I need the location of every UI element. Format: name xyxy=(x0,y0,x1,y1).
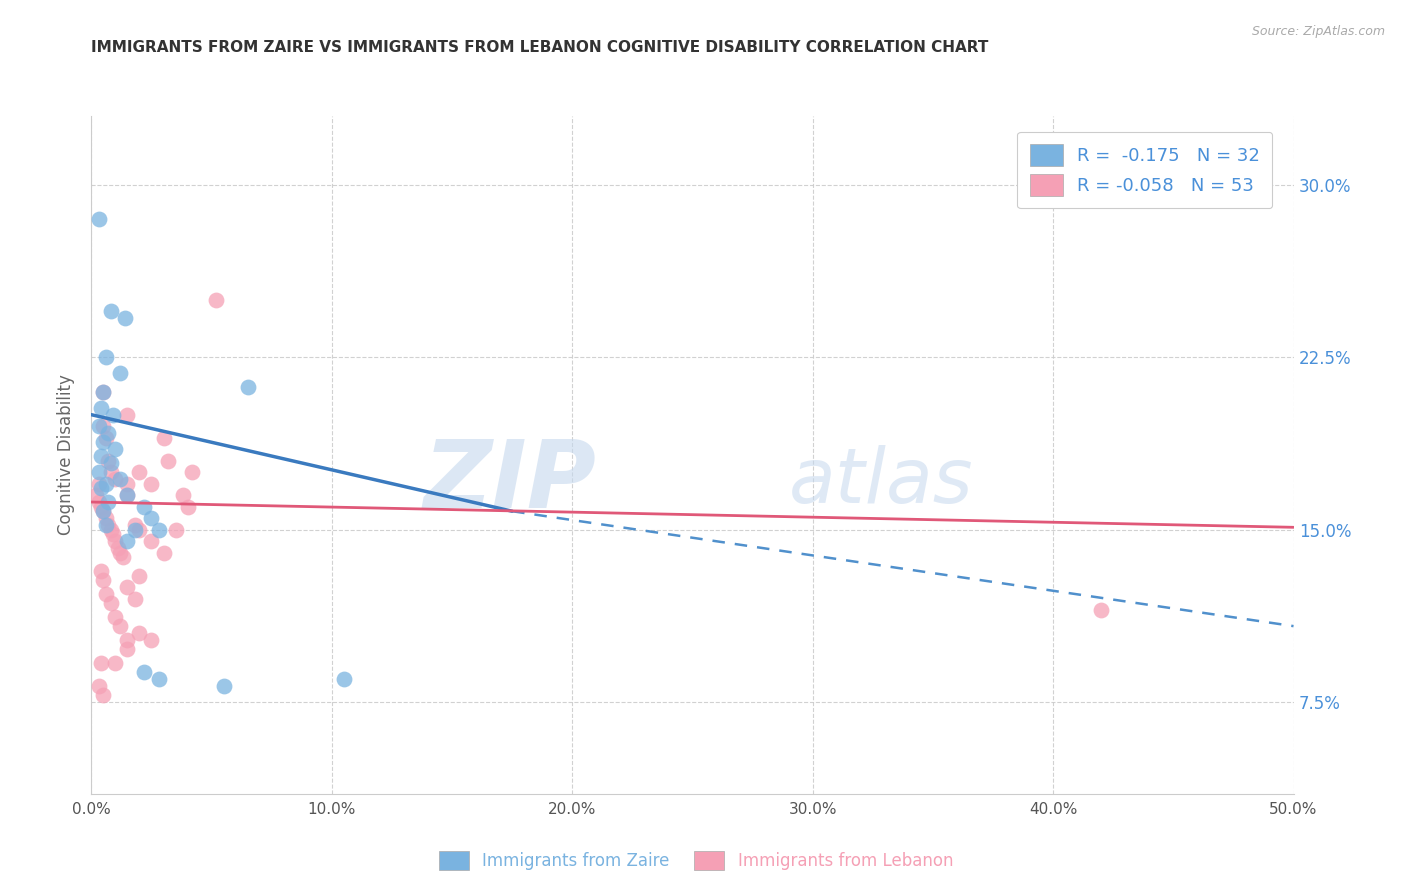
Point xyxy=(152,545,174,559)
Point xyxy=(87,465,110,479)
Y-axis label: Cognitive Disability: Cognitive Disability xyxy=(58,375,76,535)
Point xyxy=(100,596,122,610)
Point xyxy=(141,534,163,549)
Point xyxy=(128,568,150,582)
Point xyxy=(124,518,146,533)
Point xyxy=(90,656,112,670)
Text: IMMIGRANTS FROM ZAIRE VS IMMIGRANTS FROM LEBANON COGNITIVE DISABILITY CORRELATIO: IMMIGRANTS FROM ZAIRE VS IMMIGRANTS FROM… xyxy=(91,40,988,55)
Point xyxy=(117,632,139,647)
Point xyxy=(128,523,150,537)
Point xyxy=(90,449,112,463)
Point xyxy=(181,465,204,479)
Point xyxy=(212,679,235,693)
Point xyxy=(117,476,139,491)
Point xyxy=(90,401,112,415)
Point xyxy=(104,534,127,549)
Point xyxy=(152,431,174,445)
Point xyxy=(148,672,170,686)
Point xyxy=(100,304,122,318)
Point xyxy=(100,456,122,470)
Point xyxy=(90,481,112,495)
Point xyxy=(157,453,180,467)
Point xyxy=(94,351,117,365)
Point xyxy=(87,679,110,693)
Point xyxy=(94,511,117,525)
Point xyxy=(104,472,127,486)
Point xyxy=(110,472,132,486)
Point xyxy=(93,688,115,702)
Point xyxy=(128,626,150,640)
Text: atlas: atlas xyxy=(789,445,973,519)
Point xyxy=(1090,603,1112,617)
Legend: Immigrants from Zaire, Immigrants from Lebanon: Immigrants from Zaire, Immigrants from L… xyxy=(432,844,960,877)
Point xyxy=(97,426,120,441)
Point xyxy=(97,495,120,509)
Point xyxy=(236,380,259,394)
Point xyxy=(104,656,127,670)
Point xyxy=(90,500,112,514)
Text: Source: ZipAtlas.com: Source: ZipAtlas.com xyxy=(1251,25,1385,38)
Point xyxy=(97,453,120,467)
Point xyxy=(100,523,122,537)
Point xyxy=(205,293,228,307)
Legend: R =  -0.175   N = 32, R = -0.058   N = 53: R = -0.175 N = 32, R = -0.058 N = 53 xyxy=(1018,132,1272,209)
Point xyxy=(93,384,115,399)
Point xyxy=(94,476,117,491)
Point xyxy=(117,488,139,502)
Point xyxy=(117,534,139,549)
Point xyxy=(333,672,356,686)
Point xyxy=(110,545,132,559)
Point xyxy=(94,587,117,601)
Point xyxy=(87,419,110,434)
Point xyxy=(94,431,117,445)
Point xyxy=(84,488,107,502)
Point xyxy=(93,504,115,518)
Text: ZIP: ZIP xyxy=(423,436,596,528)
Point xyxy=(134,500,156,514)
Point xyxy=(124,591,146,606)
Point xyxy=(117,580,139,594)
Point xyxy=(111,550,134,565)
Point xyxy=(141,632,163,647)
Point xyxy=(176,500,198,514)
Point xyxy=(117,408,139,422)
Point xyxy=(104,610,127,624)
Point xyxy=(100,465,122,479)
Point xyxy=(97,518,120,533)
Point xyxy=(93,419,115,434)
Point xyxy=(110,367,132,381)
Point xyxy=(134,665,156,679)
Point xyxy=(93,384,115,399)
Point xyxy=(141,511,163,525)
Point xyxy=(93,435,115,450)
Point xyxy=(117,488,139,502)
Point xyxy=(93,504,115,518)
Point xyxy=(101,408,124,422)
Point xyxy=(128,465,150,479)
Point xyxy=(148,523,170,537)
Point xyxy=(172,488,194,502)
Point xyxy=(104,442,127,457)
Point xyxy=(90,564,112,578)
Point xyxy=(124,523,146,537)
Point xyxy=(101,527,124,541)
Point xyxy=(87,495,110,509)
Point xyxy=(165,523,187,537)
Point xyxy=(87,476,110,491)
Point xyxy=(141,476,163,491)
Point xyxy=(94,518,117,533)
Point xyxy=(117,642,139,657)
Point xyxy=(114,311,136,326)
Point xyxy=(87,212,110,227)
Point xyxy=(93,573,115,587)
Point xyxy=(107,541,129,555)
Point xyxy=(110,619,132,633)
